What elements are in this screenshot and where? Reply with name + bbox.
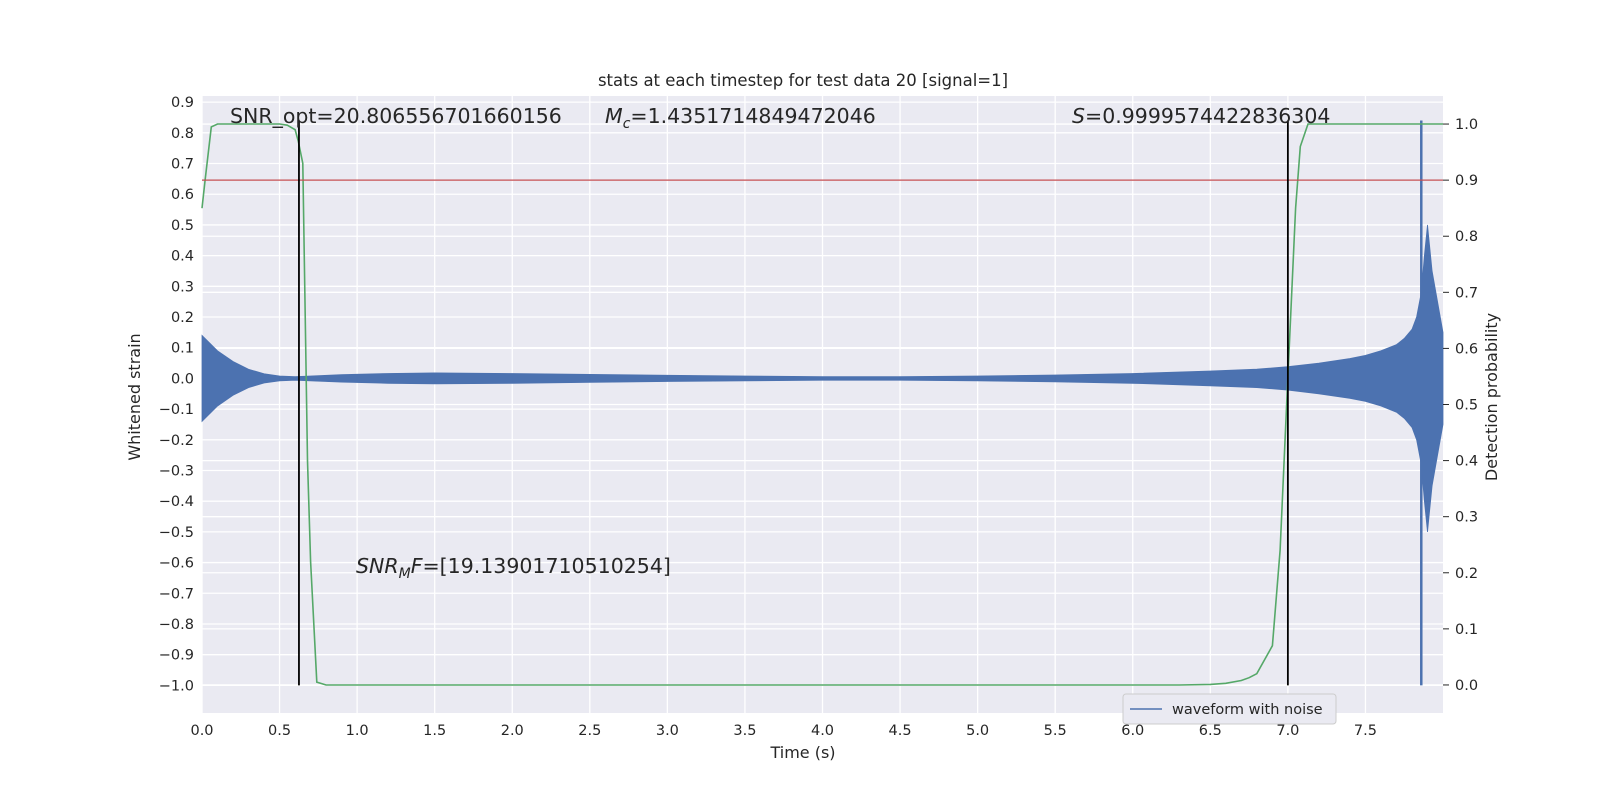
y2-tick-label: 0.2	[1455, 566, 1478, 582]
x-tick-label: 5.0	[966, 723, 989, 739]
y-tick-label: 0.0	[171, 371, 194, 387]
x-tick-label: 0.5	[268, 723, 291, 739]
x-axis-label: Time (s)	[769, 743, 835, 762]
chart-title: stats at each timestep for test data 20 …	[598, 71, 1008, 90]
y-tick-label: −1.0	[159, 678, 194, 694]
waveform-series	[201, 120, 1444, 686]
y-tick-label: −0.3	[159, 463, 194, 479]
y2-tick-label: 0.8	[1455, 229, 1478, 245]
x-tick-label: 3.0	[656, 723, 679, 739]
probability-line	[201, 123, 1443, 686]
x-tick-label: 1.5	[423, 723, 446, 739]
y-tick-label: −0.6	[159, 556, 194, 572]
y2-axis-ticks: 1.0 0.9 0.8 0.7 0.6 0.5 0.4 0.3 0.2 0.1 0.0	[1443, 117, 1478, 694]
y2-tick-label: 0.3	[1455, 510, 1478, 526]
x-tick-label: 7.0	[1276, 723, 1299, 739]
y2-tick-label: 0.4	[1455, 454, 1478, 470]
annotation-s-value: S=0.9999574422836304	[1072, 104, 1330, 128]
y-tick-label: 0.6	[171, 187, 194, 203]
y2-axis-label: Detection probability	[1482, 313, 1501, 481]
y-tick-label: −0.8	[159, 617, 194, 633]
x-tick-label: 2.5	[578, 723, 601, 739]
x-tick-label: 7.5	[1354, 723, 1377, 739]
y2-tick-label: 0.0	[1455, 678, 1478, 694]
y2-tick-label: 0.1	[1455, 622, 1478, 638]
waveform-envelope	[201, 224, 1444, 532]
y-tick-label: 0.1	[171, 341, 194, 357]
legend-label-waveform: waveform with noise	[1172, 702, 1323, 718]
legend-box	[1122, 693, 1337, 725]
x-tick-label: 2.0	[501, 723, 524, 739]
x-tick-label: 6.5	[1199, 723, 1222, 739]
x-tick-label: 1.0	[346, 723, 369, 739]
y2-tick-label: 0.9	[1455, 173, 1478, 189]
y-tick-label: −0.1	[159, 402, 194, 418]
y-tick-label: −0.4	[159, 494, 194, 510]
x-tick-label: 0.0	[190, 723, 213, 739]
y-tick-label: −0.2	[159, 433, 194, 449]
probability-series	[201, 123, 1443, 686]
annotation-chirp-mass: Mc=1.4351714849472046	[605, 104, 876, 132]
y2-tick-label: 0.5	[1455, 398, 1478, 414]
y2-tick-label: 0.7	[1455, 285, 1478, 301]
x-axis-ticks: 0.0 0.5 1.0 1.5 2.0 2.5 3.0 3.5 4.0 4.5 5.0 5.5 6.0 6…	[190, 723, 1377, 739]
grid-lines	[201, 96, 1443, 713]
y-tick-label: 0.9	[171, 95, 194, 111]
y-tick-label: 0.2	[171, 310, 194, 326]
y2-tick-label: 0.6	[1455, 341, 1478, 357]
x-tick-label: 3.5	[733, 723, 756, 739]
y-axis-ticks: 0.9 0.8 0.7 0.6 0.5 0.4 0.3 0.2 0.1 0.0 −0.1 −0.2 −0…	[159, 95, 194, 694]
y-tick-label: 0.3	[171, 279, 194, 295]
vertical-markers	[298, 120, 1289, 686]
legend: waveform with noise	[1122, 693, 1337, 725]
x-tick-label: 4.0	[811, 723, 834, 739]
y-axis-label: Whitened strain	[125, 333, 144, 460]
annotation-snr-mf: SNRMF=[19.13901710510254]	[356, 554, 671, 582]
y-tick-label: 0.8	[171, 126, 194, 142]
y-tick-label: 0.5	[171, 218, 194, 234]
y-tick-label: 0.4	[171, 249, 194, 265]
y2-tick-label: 1.0	[1455, 117, 1478, 133]
y-tick-label: −0.7	[159, 586, 194, 602]
y-tick-label: −0.5	[159, 525, 194, 541]
x-tick-label: 4.5	[889, 723, 912, 739]
y-tick-label: −0.9	[159, 648, 194, 664]
x-tick-label: 5.5	[1044, 723, 1067, 739]
y-tick-label: 0.7	[171, 157, 194, 173]
annotation-snr-opt: SNR_opt=20.806556701660156	[230, 104, 562, 129]
x-tick-label: 6.0	[1121, 723, 1144, 739]
